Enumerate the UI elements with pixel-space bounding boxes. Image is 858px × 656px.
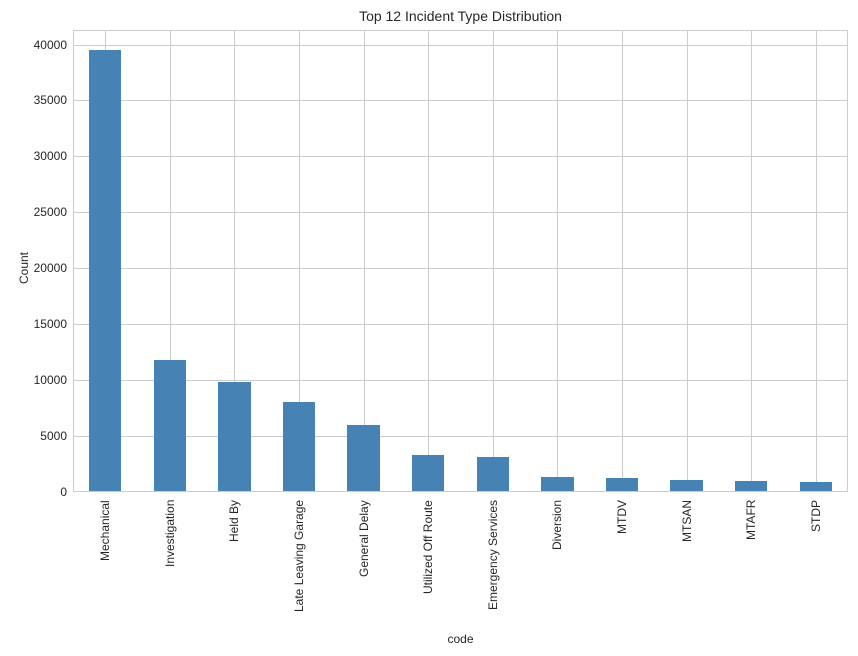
bar-utilized-off-route	[412, 454, 445, 491]
y-gridline	[74, 324, 847, 326]
y-tick-label: 40000	[33, 37, 67, 52]
y-tick-label: 25000	[33, 205, 67, 220]
x-tick-label: Utilized Off Route	[421, 500, 436, 594]
y-gridline	[74, 436, 847, 438]
y-tick-label: 5000	[40, 429, 67, 444]
bar-stdp	[799, 481, 832, 491]
x-tick-label: MTSAN	[679, 500, 694, 542]
y-gridline	[74, 380, 847, 382]
y-gridline	[74, 268, 847, 270]
x-gridline	[169, 31, 171, 491]
x-tick-label: Late Leaving Garage	[292, 499, 307, 612]
y-gridline	[74, 100, 847, 102]
x-gridline	[428, 31, 430, 491]
plot-area	[73, 30, 848, 492]
x-tick-label: Diversion	[550, 499, 565, 550]
x-tick-label: MTDV	[614, 500, 629, 534]
y-tick-label: 30000	[33, 149, 67, 164]
y-tick-label: 10000	[33, 373, 67, 388]
x-gridline	[621, 31, 623, 491]
x-gridline	[815, 31, 817, 491]
y-axis-label: Count	[17, 251, 32, 285]
y-tick-label: 20000	[33, 261, 67, 276]
x-gridline	[492, 31, 494, 491]
y-gridline	[74, 44, 847, 46]
y-tick-label: 15000	[33, 317, 67, 332]
x-tick-label: General Delay	[356, 500, 371, 577]
x-gridline	[363, 31, 365, 491]
x-gridline	[557, 31, 559, 491]
bar-held-by	[218, 381, 251, 491]
bar-mtsan	[670, 479, 703, 491]
bar-mtdv	[605, 478, 639, 491]
y-gridline	[74, 212, 847, 214]
bar-diversion	[541, 477, 574, 491]
x-tick-label: Held By	[227, 499, 242, 542]
bar-general-delay	[347, 425, 380, 491]
bar-investigation	[153, 359, 186, 491]
y-tick-label: 35000	[33, 93, 67, 108]
x-tick-label: MTAFR	[744, 499, 759, 540]
x-gridline	[751, 31, 753, 491]
bar-mechanical	[89, 49, 122, 491]
chart-title: Top 12 Incident Type Distribution	[359, 8, 562, 24]
y-tick-label: 0	[60, 485, 67, 499]
x-axis-label: code	[447, 632, 474, 646]
bar-late-leaving-garage	[282, 401, 316, 491]
x-tick-label: Mechanical	[98, 500, 113, 561]
bar-emergency-services	[476, 456, 509, 491]
x-tick-label: Emergency Services	[485, 499, 500, 610]
bar-mtafr	[734, 480, 768, 491]
x-tick-label: STDP	[808, 499, 823, 532]
y-gridline	[74, 156, 847, 158]
x-gridline	[234, 31, 236, 491]
x-tick-label: Investigation	[162, 499, 177, 567]
x-gridline	[686, 31, 688, 491]
x-gridline	[299, 31, 301, 491]
